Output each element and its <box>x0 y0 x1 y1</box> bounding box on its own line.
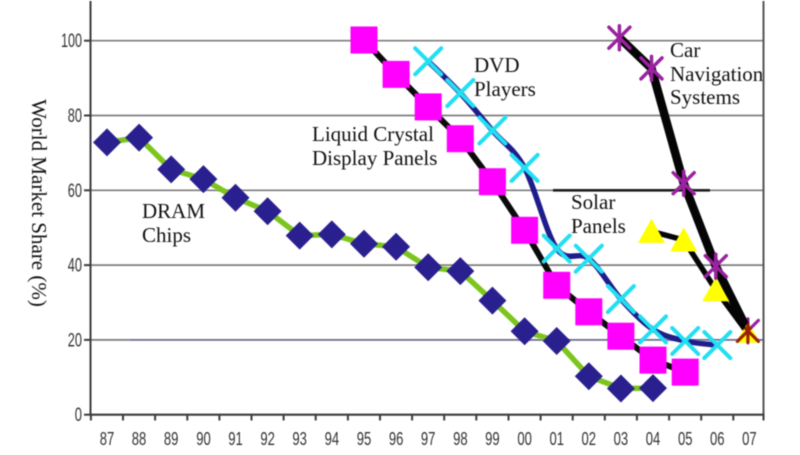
svg-text:DVD: DVD <box>474 53 520 77</box>
svg-text:07: 07 <box>742 428 757 449</box>
svg-text:03: 03 <box>614 428 629 449</box>
svg-text:Systems: Systems <box>670 85 740 109</box>
svg-text:93: 93 <box>292 428 307 449</box>
svg-text:89: 89 <box>164 428 179 449</box>
svg-text:04: 04 <box>646 428 661 449</box>
svg-text:91: 91 <box>228 428 243 449</box>
svg-text:DRAM: DRAM <box>142 199 205 223</box>
svg-text:Display Panels: Display Panels <box>312 146 437 170</box>
svg-text:60: 60 <box>68 180 82 202</box>
svg-text:97: 97 <box>421 428 436 449</box>
svg-text:100: 100 <box>61 30 82 52</box>
svg-text:06: 06 <box>710 428 725 449</box>
svg-text:95: 95 <box>357 428 372 449</box>
svg-text:World Market Share (%): World Market Share (%) <box>27 99 51 307</box>
svg-text:87: 87 <box>100 428 115 449</box>
svg-text:90: 90 <box>196 428 211 449</box>
svg-text:01: 01 <box>550 428 565 449</box>
svg-text:Car: Car <box>670 38 700 62</box>
svg-text:Navigation: Navigation <box>670 62 764 86</box>
svg-text:0: 0 <box>75 404 82 426</box>
svg-text:05: 05 <box>678 428 693 449</box>
svg-text:40: 40 <box>68 255 82 277</box>
svg-text:98: 98 <box>453 428 468 449</box>
svg-text:00: 00 <box>517 428 532 449</box>
svg-text:Panels: Panels <box>571 214 626 238</box>
svg-text:20: 20 <box>68 329 82 351</box>
svg-text:Players: Players <box>474 77 536 101</box>
svg-text:94: 94 <box>325 428 340 449</box>
svg-text:96: 96 <box>389 428 404 449</box>
svg-text:99: 99 <box>485 428 500 449</box>
svg-text:80: 80 <box>68 105 82 127</box>
svg-text:Liquid Crystal: Liquid Crystal <box>312 122 434 146</box>
svg-text:88: 88 <box>132 428 147 449</box>
svg-text:Solar: Solar <box>571 190 615 214</box>
svg-text:92: 92 <box>260 428 275 449</box>
svg-text:02: 02 <box>582 428 597 449</box>
svg-text:Chips: Chips <box>142 223 191 247</box>
